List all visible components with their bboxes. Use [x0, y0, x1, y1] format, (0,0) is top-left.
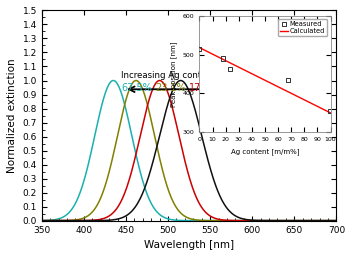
Text: Increasing Ag content [m/m%]: Increasing Ag content [m/m%] [121, 71, 253, 80]
Text: 67.5%: 67.5% [121, 83, 152, 93]
X-axis label: Wavelength [nm]: Wavelength [nm] [144, 240, 234, 250]
Y-axis label: Normalized extinction: Normalized extinction [7, 58, 17, 173]
Text: 17.7%: 17.7% [189, 83, 220, 93]
Text: 23.1%: 23.1% [155, 83, 186, 93]
Text: 0%: 0% [223, 83, 238, 93]
